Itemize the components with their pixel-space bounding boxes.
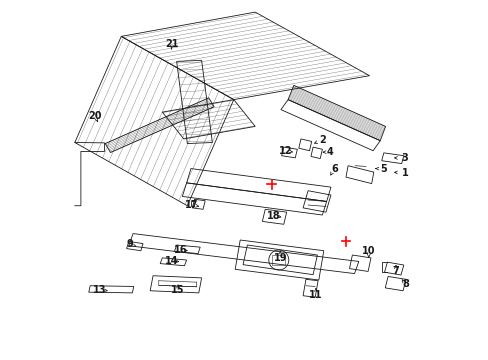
Text: 7: 7 <box>392 266 399 276</box>
Text: 5: 5 <box>380 163 386 174</box>
Text: 20: 20 <box>88 111 102 121</box>
Text: 11: 11 <box>308 290 322 300</box>
Text: 6: 6 <box>330 163 337 174</box>
Text: 9: 9 <box>126 239 133 249</box>
Text: 13: 13 <box>93 285 107 295</box>
Text: 18: 18 <box>266 211 280 221</box>
Text: 2: 2 <box>318 135 325 145</box>
Text: 10: 10 <box>361 246 375 256</box>
Text: 1: 1 <box>401 168 408 178</box>
Text: 16: 16 <box>173 245 186 255</box>
Text: 14: 14 <box>164 256 178 266</box>
Text: 8: 8 <box>402 279 408 289</box>
Text: 17: 17 <box>184 200 198 210</box>
Text: 19: 19 <box>273 253 286 263</box>
Text: 3: 3 <box>401 153 408 163</box>
Text: 21: 21 <box>164 39 178 49</box>
Text: 12: 12 <box>279 146 292 156</box>
Text: 4: 4 <box>326 147 333 157</box>
Text: 15: 15 <box>171 285 184 295</box>
